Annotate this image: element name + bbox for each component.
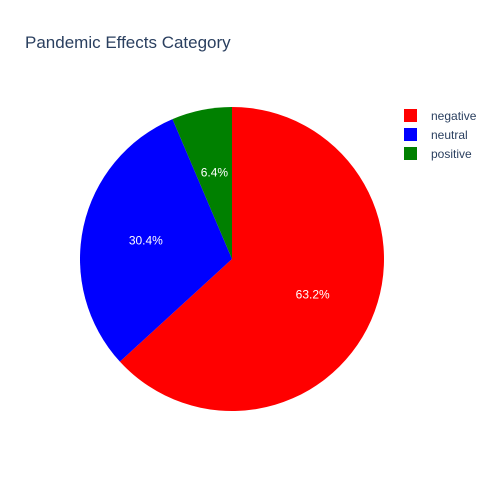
legend-label-negative: negative (431, 108, 477, 123)
legend-item-positive[interactable]: positive (404, 144, 476, 163)
pie-label-negative: 63.2% (296, 288, 330, 302)
pie-slice-positive[interactable] (172, 107, 232, 259)
pie-labels: 63.2% 30.4% 6.4% (129, 166, 330, 302)
legend-label-positive: positive (431, 146, 472, 161)
legend-swatch-positive (404, 147, 417, 160)
pie-label-neutral: 30.4% (129, 233, 163, 247)
legend-item-negative[interactable]: negative (404, 106, 476, 125)
pie-label-positive: 6.4% (201, 166, 229, 180)
legend: negative neutral positive (404, 106, 476, 163)
legend-swatch-negative (404, 109, 417, 122)
pie-slice-neutral[interactable] (79, 119, 232, 362)
chart-title: Pandemic Effects Category (25, 33, 231, 52)
pie-slice-negative[interactable] (119, 107, 385, 411)
legend-swatch-neutral (404, 128, 417, 141)
legend-item-neutral[interactable]: neutral (404, 125, 476, 144)
pie-slices (79, 107, 385, 411)
legend-label-neutral: neutral (431, 127, 468, 142)
